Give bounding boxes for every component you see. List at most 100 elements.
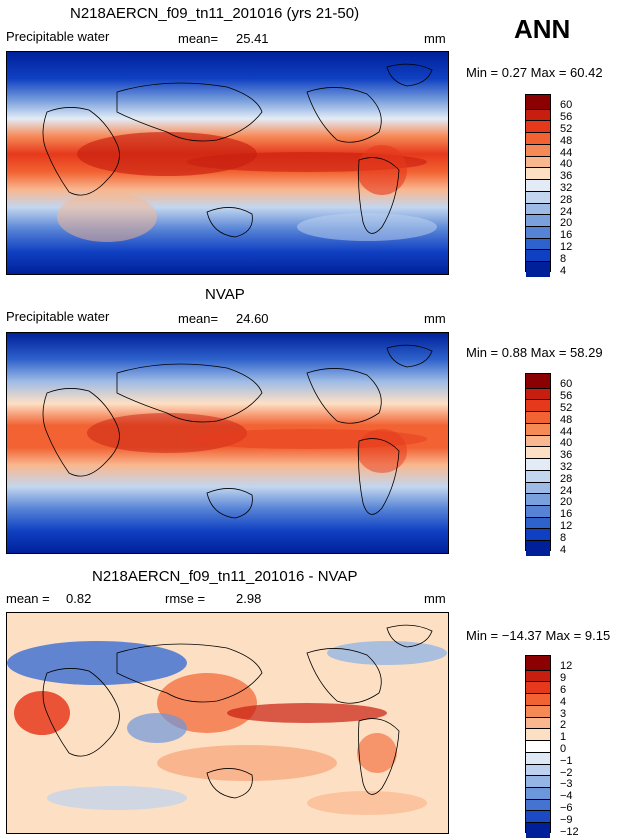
colorbar-tick-label: 9	[560, 672, 567, 684]
colorbar-tick-label: 12	[560, 241, 573, 253]
panel1-colorbar-swatch	[526, 144, 550, 157]
colorbar-tick-label: 40	[560, 158, 573, 170]
panel2-map-svg	[7, 333, 448, 553]
panel1-colorbar-swatch	[526, 238, 550, 251]
panel3-colorbar-swatch	[526, 705, 550, 718]
panel3-title: N218AERCN_f09_tn11_201016 - NVAP	[92, 568, 358, 585]
colorbar-tick-label: 2	[560, 719, 567, 731]
panel3-colorbar-swatch	[526, 752, 550, 765]
panel3-colorbar-swatch	[526, 776, 550, 788]
panel2-variable: Precipitable water	[6, 309, 110, 324]
panel1-colorbar-swatch	[526, 180, 550, 192]
panel1-minmax: Min = 0.27 Max = 60.42	[466, 65, 603, 80]
panel2-title: NVAP	[205, 286, 245, 303]
colorbar-tick-label: 6	[560, 684, 567, 696]
colorbar-tick-label: 28	[560, 194, 573, 206]
colorbar-tick-label: 56	[560, 390, 573, 402]
panel1-title: N218AERCN_f09_tn11_201016 (yrs 21-50)	[70, 5, 360, 22]
panel1-colorbar-swatch	[526, 215, 550, 227]
colorbar-tick-label: 36	[560, 449, 573, 461]
colorbar-tick-label: 28	[560, 473, 573, 485]
panel2-colorbar-swatch	[526, 423, 550, 436]
panel3-colorbar-swatch	[526, 670, 550, 683]
panel3-colorbar-swatch	[526, 741, 550, 753]
colorbar-tick-label: 56	[560, 111, 573, 123]
panel3-mean-label: mean =	[6, 591, 50, 606]
panel2-colorbar-swatch	[526, 412, 550, 424]
colorbar-tick-label: 8	[560, 532, 567, 544]
panel1-colorbar-swatch	[526, 133, 550, 145]
colorbar-tick-label: 32	[560, 182, 573, 194]
panel2-map	[6, 332, 449, 554]
panel3-mean-value: 0.82	[66, 591, 92, 606]
panel3-units: mm	[424, 591, 446, 606]
panel2-colorbar-swatch	[526, 400, 550, 413]
panel1-mean-label: mean=	[178, 31, 219, 46]
panel1-colorbar-swatch	[526, 262, 550, 277]
colorbar-tick-label: −12	[560, 826, 579, 838]
panel2-colorbar	[525, 373, 551, 556]
colorbar-tick-label: 44	[560, 426, 573, 438]
panel3-colorbar-swatch	[526, 656, 550, 671]
colorbar-tick-label: 20	[560, 496, 573, 508]
panel2-colorbar-swatch	[526, 482, 550, 495]
panel1-colorbar-swatch	[526, 95, 550, 110]
panel2-colorbar-swatch	[526, 506, 550, 518]
panel2-colorbar-swatch	[526, 517, 550, 530]
panel3-map-svg	[7, 613, 448, 833]
panel3-colorbar-swatch	[526, 682, 550, 695]
colorbar-tick-label: 60	[560, 99, 573, 111]
colorbar-tick-label: 16	[560, 229, 573, 241]
colorbar-tick-label: 0	[560, 743, 567, 755]
colorbar-tick-label: −2	[560, 767, 573, 779]
panel1-map-svg	[7, 52, 448, 274]
panel2-minmax: Min = 0.88 Max = 58.29	[466, 345, 603, 360]
colorbar-tick-label: 4	[560, 265, 567, 277]
colorbar-tick-label: 20	[560, 217, 573, 229]
colorbar-tick-label: 52	[560, 402, 573, 414]
colorbar-tick-label: 1	[560, 731, 567, 743]
colorbar-tick-label: 48	[560, 414, 573, 426]
panel2-colorbar-swatch	[526, 374, 550, 389]
panel2-colorbar-swatch	[526, 435, 550, 448]
colorbar-tick-label: −1	[560, 755, 573, 767]
panel3-colorbar-swatch	[526, 788, 550, 800]
colorbar-tick-label: 44	[560, 147, 573, 159]
panel2-colorbar-swatch	[526, 494, 550, 506]
colorbar-tick-label: −4	[560, 790, 573, 802]
colorbar-tick-label: 4	[560, 544, 567, 556]
panel1-colorbar-swatch	[526, 191, 550, 204]
panel1-variable: Precipitable water	[6, 29, 110, 44]
panel3-colorbar-swatch	[526, 811, 550, 824]
panel1-colorbar	[525, 94, 551, 277]
colorbar-tick-label: 12	[560, 660, 573, 672]
panel2-colorbar-swatch	[526, 459, 550, 471]
panel1-colorbar-swatch	[526, 156, 550, 169]
panel3-minmax: Min = −14.37 Max = 9.15	[466, 628, 611, 643]
panel1-colorbar-swatch	[526, 203, 550, 216]
colorbar-tick-label: 4	[560, 696, 567, 708]
panel3-colorbar-swatch	[526, 729, 550, 742]
season-label: ANN	[514, 14, 571, 44]
colorbar-tick-label: 12	[560, 520, 573, 532]
panel1-mean-value: 25.41	[236, 31, 269, 46]
panel1-colorbar-swatch	[526, 227, 550, 239]
colorbar-tick-label: 3	[560, 708, 567, 720]
colorbar-tick-label: 60	[560, 378, 573, 390]
colorbar-tick-label: 32	[560, 461, 573, 473]
panel2-colorbar-swatch	[526, 388, 550, 401]
panel1-colorbar-swatch	[526, 121, 550, 134]
panel3-rmse-value: 2.98	[236, 591, 262, 606]
colorbar-tick-label: −6	[560, 802, 573, 814]
panel3-colorbar-swatch	[526, 764, 550, 777]
panel2-mean-label: mean=	[178, 311, 219, 326]
colorbar-tick-label: 24	[560, 206, 573, 218]
colorbar-tick-label: −9	[560, 814, 573, 826]
panel3-colorbar-swatch	[526, 799, 550, 812]
colorbar-tick-label: −3	[560, 778, 573, 790]
panel3-colorbar-swatch	[526, 823, 550, 838]
panel2-colorbar-swatch	[526, 529, 550, 542]
panel2-units: mm	[424, 311, 446, 326]
panel2-colorbar-swatch	[526, 541, 550, 556]
panel3-rmse-label: rmse =	[165, 591, 206, 606]
